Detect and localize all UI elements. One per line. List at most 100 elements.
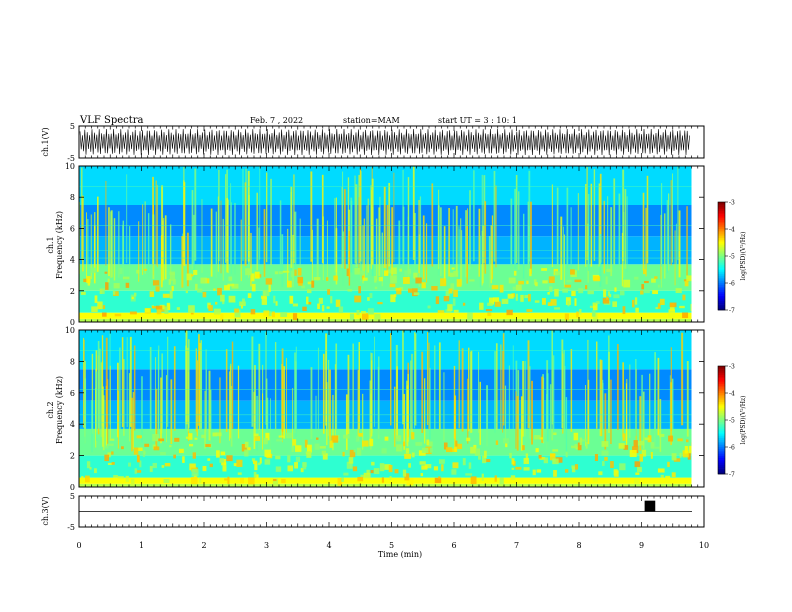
spectrogram-patch: [609, 293, 612, 298]
colorbar-cell: [718, 450, 725, 453]
spectrogram-streak: [97, 341, 100, 429]
spectrogram-streak: [329, 369, 331, 441]
spectrogram-patch: [592, 302, 596, 306]
spectrogram-patch: [250, 309, 256, 315]
spectrogram-streak: [668, 193, 670, 271]
spectrogram-patch: [343, 472, 349, 476]
spectrogram-patch: [294, 269, 297, 276]
ch2-spectrogram-panel: 0 2 4 6 8 10: [65, 326, 705, 492]
spectrogram-patch: [470, 476, 477, 484]
colorbar-tick-label: -3: [729, 364, 735, 371]
spectrogram-patch: [190, 311, 194, 315]
spectrogram-streak: [149, 347, 152, 432]
spectrogram-patch: [542, 280, 548, 284]
spectrogram-patch: [251, 458, 256, 462]
colorbar-cell: [718, 434, 725, 437]
spectrogram-streak: [281, 348, 284, 432]
spectrogram-streak: [82, 195, 84, 272]
spectrogram-patch: [427, 305, 431, 309]
spectrogram-patch: [189, 463, 196, 471]
spectrogram-streak: [639, 396, 642, 451]
spectrogram-patch: [554, 288, 559, 297]
spectrogram-patch: [200, 277, 207, 284]
spectrogram-streak: [359, 168, 362, 261]
spectrogram-patch: [354, 295, 362, 303]
spectrogram-patch: [553, 432, 557, 436]
spectrogram-patch: [322, 453, 328, 460]
spectrogram-streak: [253, 365, 256, 439]
spectrogram-streak: [155, 357, 157, 436]
spectrogram-patch: [353, 449, 357, 453]
colorbar-cell: [718, 245, 725, 248]
spectrogram-patch: [485, 309, 493, 312]
spectrogram-patch: [86, 461, 91, 469]
spectrogram-patch: [529, 268, 532, 277]
spectrogram-patch: [579, 309, 582, 315]
spectrogram-streak: [334, 364, 336, 438]
spectrogram-patch: [682, 450, 689, 458]
spectrogram-streak: [473, 170, 475, 262]
spectrogram-patch: [273, 478, 277, 482]
spectrogram-streak: [551, 184, 553, 268]
spectrogram-patch: [448, 288, 453, 294]
spectrogram-patch: [164, 462, 171, 467]
spectrogram-patch: [602, 461, 605, 466]
spectrogram-patch: [489, 297, 494, 305]
spectrogram-streak: [467, 378, 469, 444]
spectrogram-patch: [261, 297, 267, 305]
spectrogram-streak: [570, 349, 573, 432]
colorbar-cell: [718, 284, 725, 287]
spectrogram-patch: [361, 275, 365, 280]
colorbar-cell: [718, 308, 725, 311]
spectrogram-streak: [342, 171, 344, 262]
spectrogram-patch: [570, 269, 575, 275]
spectrogram-patch: [297, 267, 302, 276]
spectrogram-streak: [183, 182, 186, 267]
spectrogram-streak: [133, 345, 136, 431]
spectrogram-patch: [348, 456, 354, 464]
spectrogram-patch: [639, 453, 643, 462]
colorbar-cell: [718, 212, 725, 215]
spectrogram-patch: [532, 469, 536, 476]
spectrogram-streak: [101, 386, 104, 447]
spectrogram-patch: [234, 309, 241, 318]
spectrogram-patch: [585, 441, 588, 449]
colorbar-cell: [718, 211, 725, 214]
colorbar-cell: [718, 420, 725, 423]
spectrogram-streak: [204, 390, 206, 449]
spectrogram-patch: [194, 437, 198, 440]
spectrogram-patch: [149, 291, 155, 297]
colorbar-cell: [718, 425, 725, 428]
spectrogram-patch: [411, 288, 418, 297]
spectrogram-patch: [552, 449, 559, 452]
spectrogram-patch: [314, 443, 320, 450]
spectrogram-streak: [371, 178, 374, 265]
colorbar-cell: [718, 270, 725, 273]
date-label: Feb. 7 , 2022: [250, 116, 303, 125]
spectrogram-patch: [479, 302, 484, 310]
spectrogram-patch: [589, 305, 596, 309]
spectrogram-streak: [316, 218, 319, 281]
spectrogram-streak: [96, 371, 98, 441]
colorbar-cell: [718, 257, 725, 260]
spectrogram-patch: [610, 461, 614, 469]
spectrogram-patch: [191, 468, 199, 477]
spectrogram-patch: [564, 469, 569, 473]
spectrogram-patch: [104, 454, 110, 462]
spectrogram-patch: [161, 465, 165, 468]
ch2-spectrogram-ytick-label: 6: [70, 389, 75, 398]
spectrogram-patch: [565, 452, 568, 458]
spectrogram-patch: [281, 478, 286, 484]
spectrogram-streak: [479, 235, 481, 288]
spectrogram-streak: [208, 370, 211, 441]
spectrogram-patch: [247, 293, 252, 299]
spectrogram-patch: [319, 446, 326, 449]
spectrogram-streak: [90, 214, 92, 279]
spectrogram-patch: [362, 277, 368, 281]
ch1-spectrogram-ytick-label: 6: [70, 224, 75, 233]
spectrogram-patch: [109, 438, 115, 441]
colorbar-cell: [718, 438, 725, 441]
spectrogram-patch: [623, 279, 631, 288]
spectrogram-patch: [346, 268, 349, 277]
spectrogram-streak: [229, 371, 230, 441]
